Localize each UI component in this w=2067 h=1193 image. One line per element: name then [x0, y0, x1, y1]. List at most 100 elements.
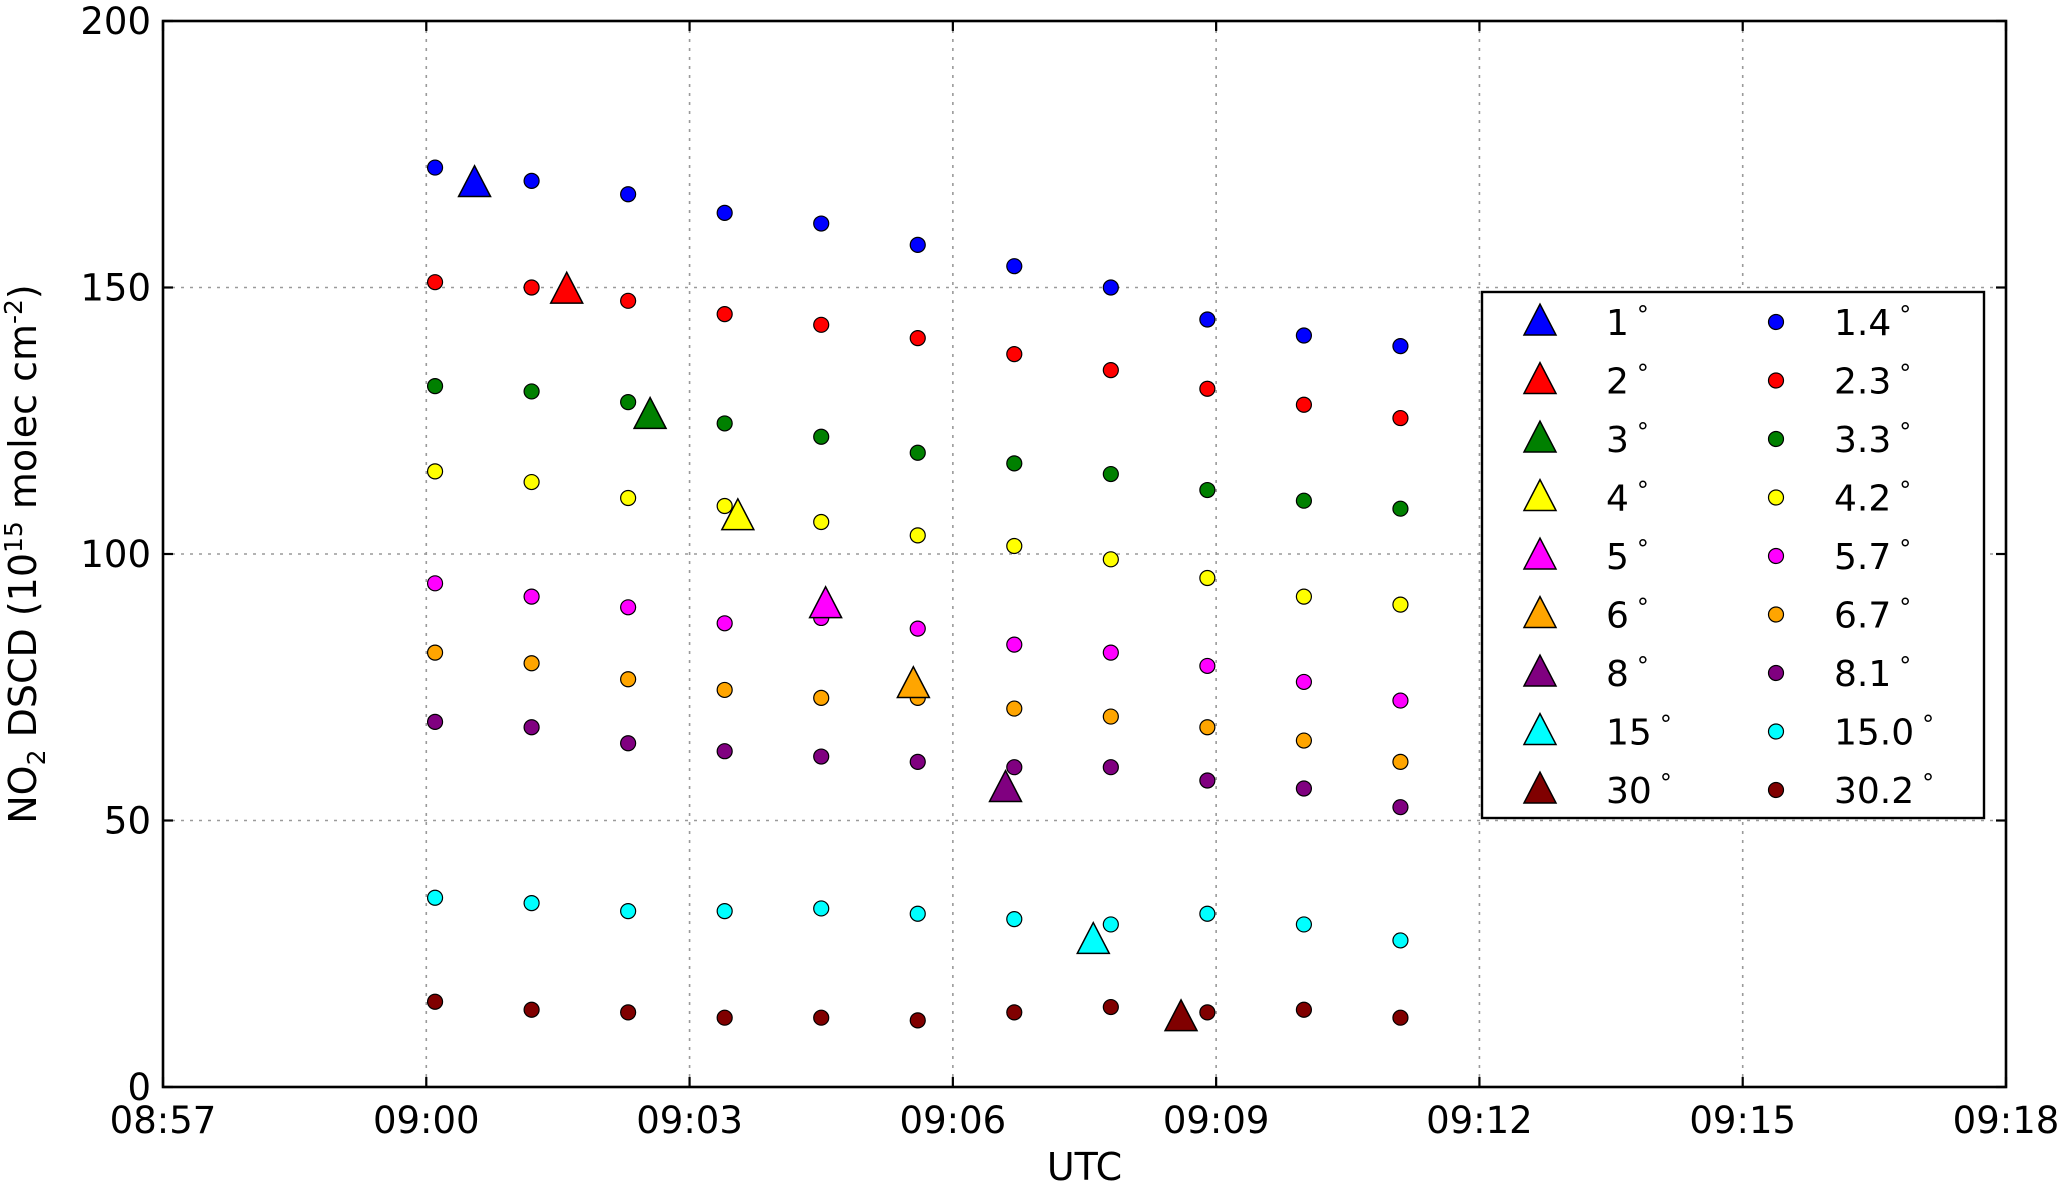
y-tick-label: 100	[80, 533, 151, 576]
legend-label-value: 15.0	[1834, 713, 1914, 754]
legend-label-value: 8.1	[1834, 654, 1891, 695]
circle-point	[426, 713, 444, 730]
circle-point	[1295, 327, 1313, 344]
data-marks	[426, 159, 1409, 1032]
legend-circle-marker	[1767, 430, 1785, 448]
legend-circle-marker	[1767, 313, 1785, 331]
triangle-point	[632, 395, 668, 430]
legend-label: 1 °	[1606, 301, 1649, 344]
y-label-part: NO	[1, 765, 45, 823]
legend-circle-marker	[1767, 489, 1785, 506]
circle-point	[1006, 1004, 1023, 1021]
degree-symbol: °	[1899, 477, 1911, 505]
circle-point	[1006, 455, 1023, 472]
degree-symbol: °	[1922, 711, 1934, 739]
legend-circle-marker	[1767, 781, 1785, 799]
circle-point	[813, 1009, 830, 1026]
legend: 1 °2 °3 °4 °5 °6 °8 °15 °30 °1.4 °2.3 °3.3 °4.2 °5.7 °…	[1480, 290, 1986, 820]
legend-circle-marker	[1767, 372, 1785, 389]
legend-triangle-marker	[1522, 302, 1558, 336]
x-tick-label: 09:06	[900, 1099, 1007, 1142]
circle-point	[620, 1004, 637, 1021]
legend-triangle-marker	[1522, 536, 1558, 570]
x-axis-label: UTC	[1047, 1145, 1122, 1189]
legend-triangle-marker	[1522, 770, 1558, 804]
circle-point	[1295, 916, 1313, 933]
legend-triangle-marker	[1522, 595, 1558, 629]
circle-point	[1102, 998, 1119, 1016]
legend-label-value: 5.7	[1834, 537, 1891, 578]
legend-label-value: 1.4	[1834, 303, 1891, 344]
circle-point	[1295, 492, 1313, 509]
legend-triangle-marker	[1522, 419, 1558, 453]
legend-label: 30.2 °	[1834, 769, 1934, 812]
circle-point	[909, 620, 926, 637]
legend-label-value: 4	[1606, 479, 1629, 520]
legend-label: 4 °	[1606, 477, 1649, 520]
legend-triangle-marker	[1522, 712, 1558, 746]
triangle-point	[457, 164, 492, 198]
circle-point	[1006, 346, 1023, 363]
circle-point	[1392, 596, 1409, 613]
circle-point	[426, 378, 444, 395]
legend-label: 5 °	[1606, 535, 1649, 578]
legend-label: 4.2 °	[1834, 477, 1911, 520]
triangle-point	[720, 497, 756, 531]
y-tick-label: 200	[80, 0, 151, 43]
circle-point	[620, 186, 637, 203]
circle-point	[1102, 362, 1119, 379]
circle-series	[426, 274, 1409, 427]
circle-point	[716, 743, 733, 760]
legend-label-value: 6.7	[1834, 596, 1891, 637]
circle-point	[909, 444, 926, 461]
circle-point	[716, 615, 733, 632]
y-tick-label: 150	[80, 267, 151, 310]
legend-label: 5.7 °	[1834, 535, 1911, 578]
circle-point	[1006, 537, 1023, 555]
x-tick-label: 09:03	[636, 1099, 743, 1142]
circle-point	[1392, 692, 1409, 709]
degree-symbol: °	[1899, 418, 1911, 446]
circle-series	[426, 889, 1409, 949]
legend-label: 15.0 °	[1834, 711, 1934, 754]
y-label-superscript: -2	[0, 299, 28, 324]
legend-triangle-marker	[1522, 361, 1558, 395]
circle-point	[1199, 719, 1216, 736]
legend-label: 3.3 °	[1834, 418, 1911, 461]
circle-point	[909, 753, 926, 770]
circle-point	[1006, 911, 1023, 928]
circle-point	[426, 159, 444, 176]
circle-point	[716, 415, 733, 432]
x-tick-label: 09:18	[1953, 1099, 2060, 1142]
circle-point	[1295, 780, 1313, 797]
degree-symbol: °	[1637, 418, 1649, 446]
degree-symbol: °	[1637, 477, 1649, 505]
x-tick-label: 09:00	[373, 1099, 480, 1142]
circle-point	[1199, 905, 1216, 922]
legend-label-value: 8	[1606, 654, 1629, 695]
degree-symbol: °	[1660, 711, 1672, 739]
circle-point	[909, 1012, 926, 1029]
triangle-point	[549, 270, 584, 304]
triangle-point	[1076, 920, 1111, 955]
x-tick-label: 09:09	[1163, 1099, 1270, 1142]
circle-point	[1392, 500, 1409, 517]
circle-point	[813, 316, 830, 333]
circle-point	[620, 393, 637, 411]
circle-point	[1392, 409, 1409, 427]
circle-point	[1006, 700, 1023, 717]
degree-symbol: °	[1922, 769, 1934, 797]
circle-point	[523, 655, 540, 672]
circle-point	[1199, 569, 1216, 587]
circle-point	[620, 903, 637, 920]
legend-label: 8.1 °	[1834, 652, 1911, 695]
legend-box	[1480, 290, 1986, 820]
circle-point	[1102, 279, 1119, 296]
legend-circle-marker	[1767, 723, 1785, 740]
circle-point	[523, 719, 540, 736]
circle-point	[620, 599, 637, 616]
circle-point	[909, 236, 926, 253]
circle-point	[620, 671, 637, 688]
legend-label: 2 °	[1606, 360, 1649, 403]
